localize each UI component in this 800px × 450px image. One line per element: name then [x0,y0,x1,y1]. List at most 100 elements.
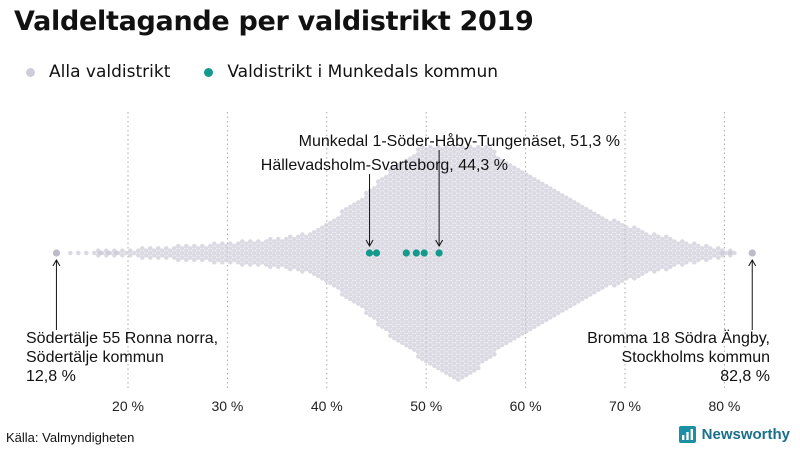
district-point [416,317,421,323]
district-point [620,246,625,251]
district-point [588,236,593,242]
district-point [220,259,225,265]
district-point [588,292,593,297]
district-point [612,278,617,283]
district-point [448,220,453,226]
district-point [484,209,489,214]
district-point [464,322,469,327]
district-point [644,241,649,247]
district-point [348,227,353,233]
district-point [340,259,345,265]
district-point [348,264,353,270]
district-point [416,299,421,304]
district-point [428,209,433,214]
district-point [320,234,325,240]
district-point [416,197,421,203]
district-point [516,223,521,228]
district-point [448,368,453,373]
district-point [444,328,449,334]
district-point [504,239,509,244]
district-point [508,213,513,219]
district-point [540,186,545,191]
district-point [320,239,325,244]
district-point [604,218,609,224]
district-point [532,287,537,293]
district-point [472,331,477,336]
district-point [348,213,353,219]
district-point [524,269,529,274]
district-point [552,202,557,207]
district-point [264,253,269,258]
district-point [420,167,425,173]
district-point [348,223,353,228]
district-point [452,356,457,362]
district-point [568,276,573,281]
district-point [384,299,389,304]
district-point [476,301,481,306]
district-point [440,184,445,189]
district-point [360,248,365,253]
district-point [572,282,577,288]
district-point [580,213,585,219]
district-point [496,289,501,295]
district-point [484,181,489,187]
district-point [392,234,397,240]
district-point [604,227,609,233]
district-point [504,248,509,253]
district-point [300,232,305,237]
district-point [700,255,705,260]
district-point [388,269,393,274]
district-point [424,207,429,212]
district-point [228,241,233,247]
district-point [440,340,445,346]
district-point [548,296,553,302]
district-point [552,248,557,253]
district-point [492,333,497,339]
district-point [356,227,361,233]
district-point [540,273,545,279]
district-point [124,250,129,256]
district-point [396,315,401,320]
district-point [448,211,453,217]
district-point [464,197,469,203]
district-point [556,227,561,233]
district-point [376,303,381,309]
district-point [508,200,513,205]
district-point [612,255,617,260]
district-point [476,338,481,343]
district-point [508,282,513,288]
district-point [696,253,701,258]
district-point [364,236,369,242]
district-point [348,204,353,210]
district-point [344,248,349,253]
district-point [548,204,553,210]
district-point [504,276,509,281]
district-point [392,253,397,258]
district-point [604,223,609,228]
district-point [336,234,341,240]
district-point [396,338,401,343]
district-point [432,179,437,184]
district-point [408,308,413,313]
district-point [168,248,173,253]
district-point [572,236,577,242]
district-point [364,296,369,302]
district-point [664,234,669,240]
district-point [408,331,413,336]
district-point [184,248,189,253]
district-point [392,193,397,198]
district-point [452,172,457,178]
district-point [492,186,497,191]
district-point [448,193,453,198]
district-point [356,287,361,293]
district-point [508,296,513,302]
district-point [496,340,501,346]
district-point [404,333,409,339]
district-point [388,241,393,247]
district-point [380,218,385,224]
district-point [536,207,541,212]
district-point [512,312,517,318]
district-point [460,292,465,297]
district-point [516,282,521,288]
district-point [140,255,145,260]
